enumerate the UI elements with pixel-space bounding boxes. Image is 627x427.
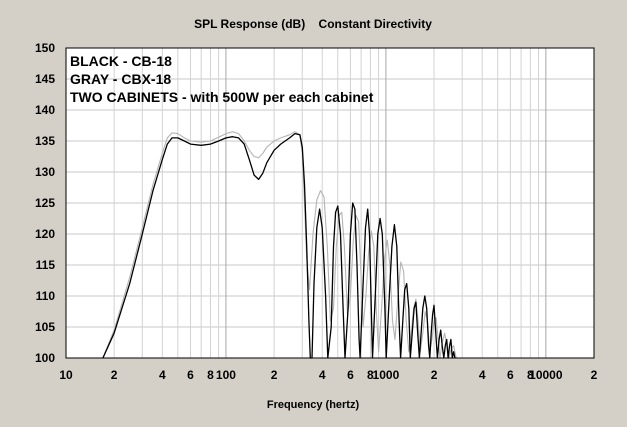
legend-line-3: TWO CABINETS - with 500W per each cabine… [70, 89, 374, 105]
x-tick-label: 8 [207, 368, 214, 382]
legend-line-1: BLACK - CB-18 [70, 53, 172, 69]
x-tick-label: 10 [59, 368, 73, 382]
x-axis-label: Frequency (hertz) [267, 399, 360, 411]
y-tick-label: 110 [36, 289, 56, 303]
y-tick-label: 100 [35, 351, 55, 365]
series-line-cbx-18 [102, 131, 457, 359]
x-tick-label: 2 [591, 368, 598, 382]
x-tick-label: 2 [431, 368, 438, 382]
y-axis-ticks: 150 145 140 135 130 125 120 115 110 105 100 [35, 41, 55, 365]
legend: BLACK - CB-18 GRAY - CBX-18 TWO CABINETS… [70, 53, 374, 105]
grid [66, 48, 594, 358]
series-line-cb-18 [102, 132, 456, 359]
x-tick-label: 100 [216, 368, 236, 382]
chart-title: SPL Response (dB) Constant Directivity [194, 17, 432, 31]
x-tick-label: 10000 [529, 368, 563, 382]
y-tick-label: 105 [35, 320, 55, 334]
y-tick-label: 140 [35, 103, 55, 117]
x-tick-label: 6 [187, 368, 194, 382]
plot-border [65, 47, 595, 359]
x-tick-label: 4 [479, 368, 486, 382]
y-tick-label: 115 [36, 258, 56, 272]
y-tick-label: 150 [35, 41, 55, 55]
y-tick-label: 135 [35, 134, 55, 148]
x-tick-label: 6 [507, 368, 514, 382]
x-tick-label: 4 [319, 368, 326, 382]
y-tick-label: 145 [35, 72, 55, 86]
x-tick-label: 1000 [373, 368, 400, 382]
x-tick-label: 8 [367, 368, 374, 382]
x-tick-label: 6 [347, 368, 354, 382]
x-tick-label: 2 [111, 368, 118, 382]
y-tick-label: 130 [35, 165, 55, 179]
series-lines [102, 131, 457, 359]
x-tick-label: 8 [527, 368, 534, 382]
y-tick-label: 125 [35, 196, 55, 210]
y-tick-label: 120 [35, 227, 55, 241]
x-tick-label: 4 [159, 368, 166, 382]
x-tick-label: 2 [271, 368, 278, 382]
legend-line-2: GRAY - CBX-18 [70, 71, 171, 87]
